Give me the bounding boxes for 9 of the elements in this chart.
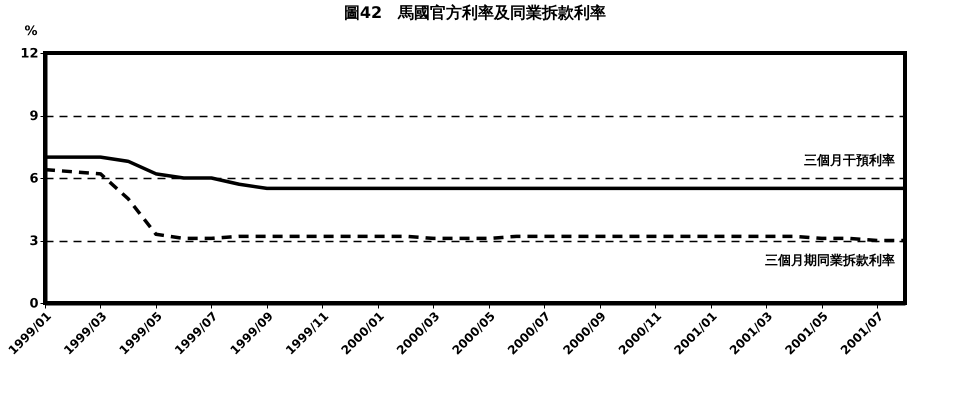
y-tick-label: 9 [29,109,38,124]
series-label: 三個月期同業拆款利率 [765,252,895,268]
y-tick-label: 6 [29,172,38,186]
chart-title: 圖42 馬國官方利率及同業拆款利率 [344,3,606,22]
y-axis-title: % [24,24,38,39]
y-tick-label: 12 [20,46,38,62]
y-tick-label: 3 [29,234,38,249]
y-tick-label: 0 [29,296,38,312]
series-label: 三個月干預利率 [804,152,895,168]
